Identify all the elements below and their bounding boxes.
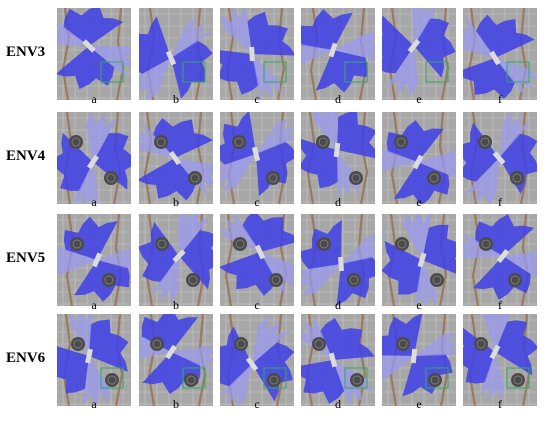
column-label-env5-f: f — [498, 298, 502, 312]
column-label-env6-e: e — [416, 397, 422, 411]
column-label-env5-e: e — [416, 298, 422, 312]
simulation-tile-env4-b — [139, 112, 213, 204]
column-label-env3-e: e — [416, 92, 422, 106]
column-label-env3-b: b — [173, 92, 179, 106]
simulation-tile-env6-b — [139, 314, 213, 406]
simulation-tile-env5-c — [220, 214, 294, 306]
simulation-tile-env4-c — [220, 112, 294, 204]
column-label-env6-f: f — [498, 397, 502, 411]
column-label-env6-c: c — [254, 397, 260, 411]
column-label-env5-d: d — [335, 298, 341, 312]
column-label-env4-f: f — [498, 195, 502, 209]
simulation-tile-env6-c — [220, 314, 294, 406]
simulation-tile-env3-c — [220, 8, 294, 100]
simulation-tile-env5-f — [463, 214, 537, 306]
row-label-env4: ENV4 — [6, 148, 46, 164]
simulation-tile-env5-b — [139, 214, 213, 306]
row-label-env3: ENV3 — [6, 44, 46, 60]
row-label-env5: ENV5 — [6, 250, 46, 266]
column-label-env4-c: c — [254, 195, 260, 209]
column-label-env3-c: c — [254, 92, 260, 106]
column-label-env5-b: b — [173, 298, 179, 312]
column-label-env5-a: a — [91, 298, 97, 312]
column-label-env4-e: e — [416, 195, 422, 209]
simulation-tile-env6-a — [57, 314, 131, 406]
simulation-tile-env5-a — [57, 214, 131, 306]
simulation-tile-env3-f — [463, 8, 537, 100]
column-label-env3-a: a — [91, 92, 97, 106]
column-label-env6-b: b — [173, 397, 179, 411]
simulation-tile-env3-d — [301, 8, 375, 100]
column-label-env4-d: d — [335, 195, 341, 209]
column-label-env3-f: f — [498, 92, 502, 106]
column-label-env4-b: b — [173, 195, 179, 209]
column-label-env6-d: d — [335, 397, 341, 411]
simulation-tile-env4-d — [301, 112, 375, 204]
simulation-tile-env4-e — [382, 112, 456, 204]
simulation-tile-env3-b — [139, 8, 213, 100]
simulation-tile-env4-f — [463, 112, 537, 204]
simulation-tile-env6-f — [463, 314, 537, 406]
column-label-env5-c: c — [254, 298, 260, 312]
simulation-tile-env6-e — [382, 314, 456, 406]
simulation-tile-env5-e — [382, 214, 456, 306]
column-label-env6-a: a — [91, 397, 97, 411]
simulation-tile-env4-a — [57, 112, 131, 204]
column-label-env4-a: a — [91, 195, 97, 209]
simulation-tile-env6-d — [301, 314, 375, 406]
simulation-tile-env3-a — [57, 8, 131, 100]
column-label-env3-d: d — [335, 92, 341, 106]
simulation-tile-env5-d — [301, 214, 375, 306]
simulation-tile-env3-e — [382, 8, 456, 100]
row-label-env6: ENV6 — [6, 350, 46, 366]
